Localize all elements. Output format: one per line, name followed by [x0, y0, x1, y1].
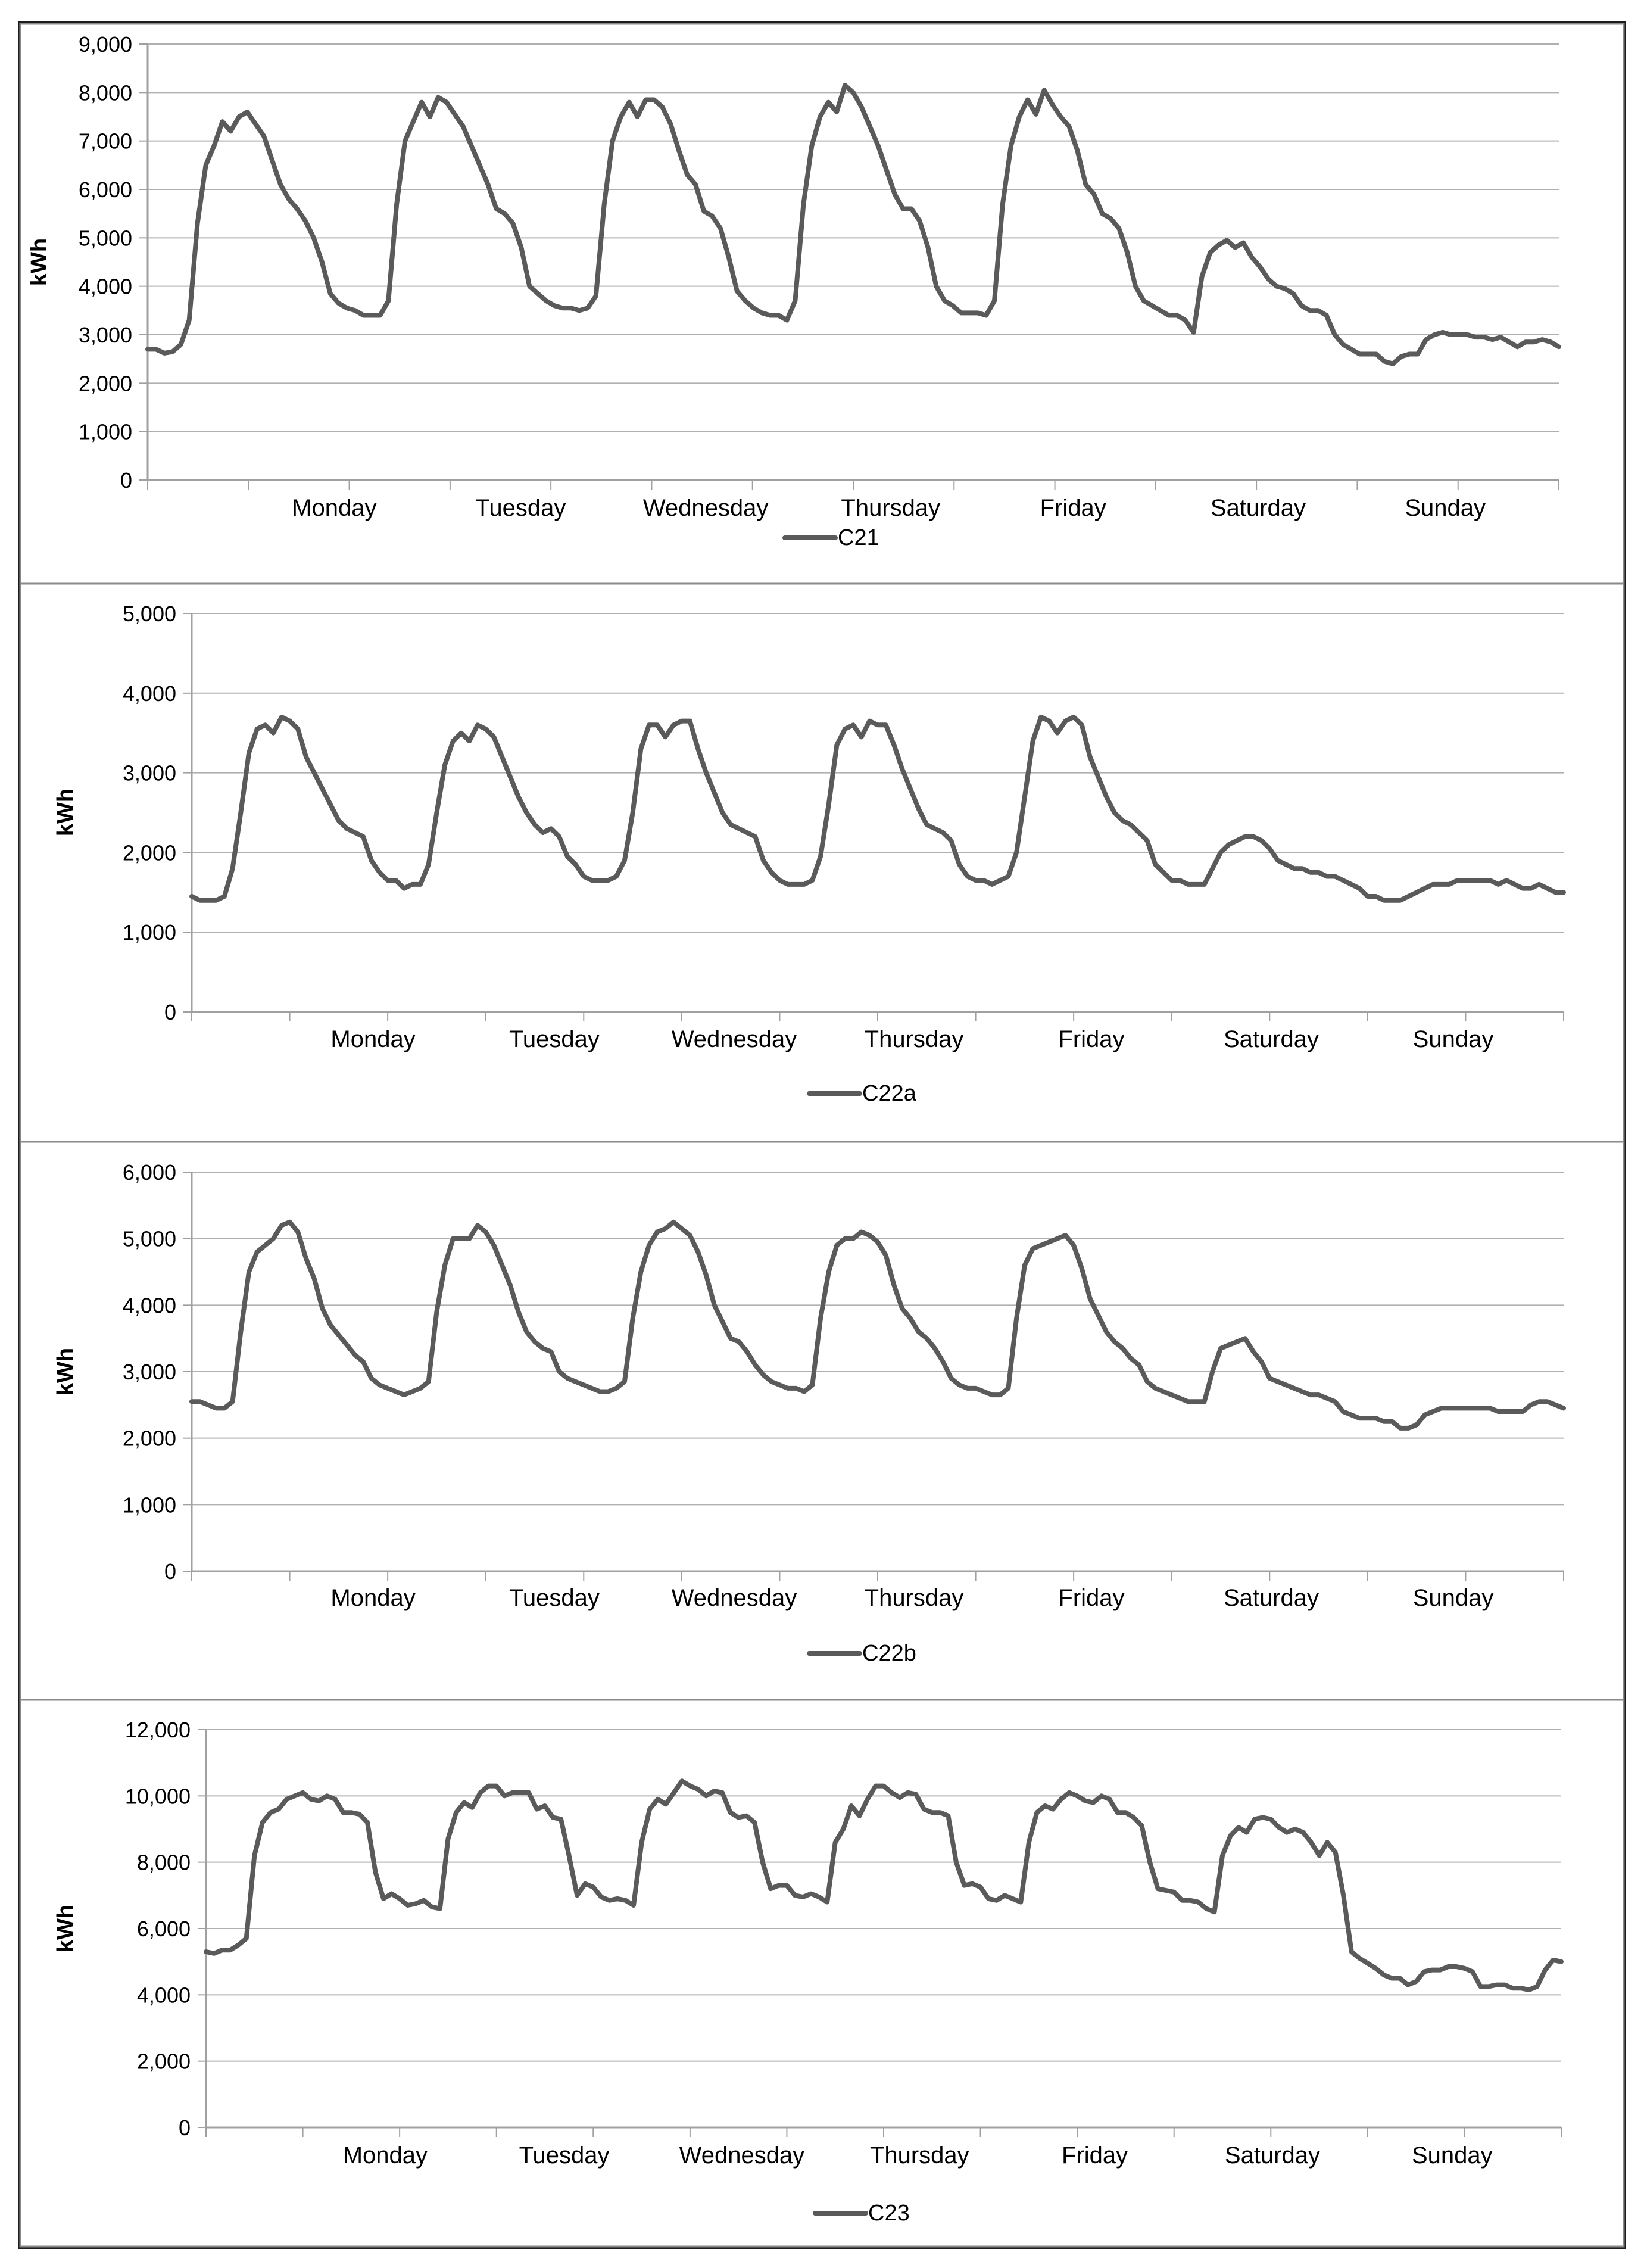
y-tick-label: 2,000	[123, 1426, 176, 1451]
y-tick-label: 6,000	[79, 177, 132, 202]
category-label: Friday	[1058, 1585, 1124, 1611]
category-label: Saturday	[1225, 2142, 1320, 2169]
panel-border	[19, 23, 1625, 585]
legend-label: C22a	[862, 1081, 917, 1106]
y-tick-label: 7,000	[79, 129, 132, 154]
y-tick-label: 3,000	[79, 323, 132, 347]
category-label: Sunday	[1412, 2142, 1493, 2169]
figure-frame	[18, 21, 1626, 2249]
y-tick-label: 3,000	[123, 761, 176, 786]
category-label: Saturday	[1211, 495, 1306, 521]
panel-border	[19, 582, 1625, 1143]
series-line-C21	[145, 83, 1561, 366]
y-tick-label: 2,000	[123, 840, 176, 865]
category-label: Tuesday	[519, 2142, 610, 2169]
category-label: Tuesday	[509, 1585, 600, 1611]
category-label: Friday	[1058, 1026, 1124, 1052]
category-label: Sunday	[1413, 1585, 1494, 1611]
y-tick-label: 1,000	[79, 420, 132, 444]
chart-panel-1: 0 1,000 2,000 3,000 4,000 5,000 6,000 7,000 8,00…	[19, 23, 1625, 585]
category-label: Wednesday	[643, 495, 769, 521]
y-tick-label: 3,000	[123, 1360, 176, 1384]
y-tick-label: 8,000	[137, 1850, 191, 1875]
category-label: Wednesday	[672, 1026, 797, 1052]
chart-panel-4: 0 2,000 4,000 6,000 8,000 10,000 12,000 kWh Mond…	[19, 1699, 1625, 2248]
category-label: Wednesday	[679, 2142, 805, 2169]
category-label: Wednesday	[672, 1585, 797, 1611]
category-label: Sunday	[1405, 495, 1486, 521]
y-tick-label: 0	[164, 1000, 176, 1024]
category-label: Saturday	[1224, 1026, 1319, 1052]
legend-label: C22b	[862, 1641, 916, 1666]
chart-panel-3: 0 1,000 2,000 3,000 4,000 5,000 6,000 kWh Monday…	[19, 1141, 1625, 1701]
category-label: Monday	[292, 495, 376, 521]
legend-label: C21	[838, 525, 879, 550]
y-tick-label: 1,000	[123, 920, 176, 945]
category-label: Friday	[1062, 2142, 1128, 2169]
category-label: Thursday	[841, 495, 940, 521]
category-label: Sunday	[1413, 1026, 1494, 1052]
y-tick-label: 5,000	[123, 1227, 176, 1251]
category-label: Monday	[330, 1026, 415, 1052]
y-tick-label: 6,000	[137, 1917, 191, 1941]
panel-border	[19, 1699, 1625, 2248]
y-tick-label: 0	[164, 1559, 176, 1584]
series-line-C22a	[189, 714, 1566, 903]
category-label: Thursday	[865, 1026, 964, 1052]
y-tick-label: 9,000	[79, 32, 132, 57]
y-tick-label: 0	[179, 2116, 191, 2140]
y-tick-label: 12,000	[125, 1718, 191, 1742]
y-axis-title: kWh	[53, 1348, 78, 1395]
category-label: Friday	[1040, 495, 1106, 521]
panel-border	[19, 1141, 1625, 1701]
legend-label: C23	[868, 2201, 910, 2226]
category-label: Thursday	[865, 1585, 964, 1611]
category-label: Monday	[330, 1585, 415, 1611]
y-axis-title: kWh	[27, 238, 52, 286]
y-tick-label: 5,000	[123, 602, 176, 626]
y-tick-label: 1,000	[123, 1493, 176, 1517]
y-tick-label: 4,000	[79, 275, 132, 299]
y-axis-title: kWh	[53, 1905, 78, 1952]
category-label: Saturday	[1224, 1585, 1319, 1611]
y-tick-label: 6,000	[123, 1160, 176, 1185]
y-tick-label: 0	[120, 468, 132, 493]
series-line-C23	[204, 1778, 1564, 1992]
y-tick-label: 2,000	[79, 371, 132, 395]
y-tick-label: 4,000	[137, 1983, 191, 2007]
category-label: Monday	[343, 2142, 428, 2169]
y-tick-label: 8,000	[79, 80, 132, 105]
y-tick-label: 4,000	[123, 1293, 176, 1317]
chart-panel-2: 0 1,000 2,000 3,000 4,000 5,000 kWh Monday Tuesd…	[19, 582, 1625, 1143]
y-tick-label: 10,000	[125, 1784, 191, 1808]
y-axis-title: kWh	[53, 789, 78, 836]
y-tick-label: 5,000	[79, 226, 132, 250]
category-label: Tuesday	[509, 1026, 600, 1052]
category-label: Tuesday	[475, 495, 566, 521]
y-tick-label: 2,000	[137, 2049, 191, 2074]
y-tick-label: 4,000	[123, 681, 176, 706]
category-label: Thursday	[870, 2142, 969, 2169]
series-line-C22b	[189, 1219, 1566, 1431]
